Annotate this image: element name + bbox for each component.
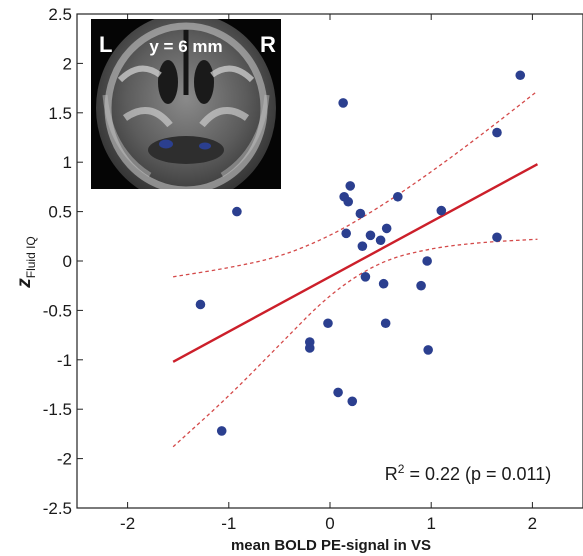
data-point — [436, 205, 447, 216]
data-point — [333, 387, 343, 398]
data-point — [232, 206, 242, 217]
y-axis-label: zFluid IQ — [14, 236, 38, 289]
vs-blob-right — [199, 142, 211, 150]
data-point — [515, 70, 526, 81]
r-squared-annotation: R2 = 0.22 (p = 0.011) — [385, 462, 551, 484]
data-point — [492, 127, 502, 138]
data-point — [380, 318, 391, 329]
data-point — [422, 256, 432, 266]
x-tick-label: 1 — [426, 514, 435, 533]
regression-line — [172, 163, 539, 363]
data-point — [360, 272, 371, 282]
data-point — [416, 280, 426, 291]
vs-blob-left — [159, 139, 173, 149]
x-tick-label: 0 — [325, 514, 334, 533]
y-axis-symbol: z — [14, 278, 35, 289]
data-point — [323, 318, 333, 329]
y-tick-label: -1.5 — [43, 400, 72, 419]
y-tick-label: -0.5 — [43, 301, 72, 320]
x-tick-label: -2 — [120, 514, 135, 533]
inset-label-center: y = 6 mm — [149, 37, 222, 56]
r-symbol: R — [385, 464, 398, 484]
tick-labels: -2 -1 0 1 2 2.5 2 1.5 1 0.5 0 -0.5 -1 -1.5 -2 -2.5 — [43, 5, 537, 533]
data-point — [378, 278, 389, 289]
brain-inset: L y = 6 mm R — [91, 19, 281, 189]
data-point — [355, 208, 366, 219]
data-points — [195, 70, 526, 436]
data-point — [492, 232, 502, 243]
data-point — [345, 181, 356, 191]
data-point — [381, 223, 392, 234]
data-point — [195, 299, 206, 310]
data-point — [375, 235, 386, 246]
data-point — [365, 230, 376, 241]
x-axis-label: mean BOLD PE-signal in VS — [231, 537, 431, 554]
y-tick-label: -2 — [57, 450, 72, 469]
data-point — [216, 426, 227, 436]
r-squared-value: = 0.22 (p = 0.011) — [404, 464, 551, 484]
data-point — [343, 196, 354, 207]
data-point — [393, 191, 403, 202]
axis-ticks — [77, 13, 533, 509]
r-superscript: 2 — [398, 462, 405, 476]
inset-label-left: L — [99, 32, 112, 57]
ci-upper-line — [173, 90, 538, 278]
x-tick-label: 2 — [528, 514, 537, 533]
y-tick-label: 0.5 — [48, 203, 72, 222]
x-tick-label: -1 — [221, 514, 236, 533]
inset-label-right: R — [260, 32, 276, 57]
y-tick-label: 2.5 — [48, 5, 72, 24]
data-point — [341, 228, 351, 239]
data-point — [423, 345, 433, 355]
data-point — [338, 98, 348, 108]
ci-lower-line — [172, 238, 538, 448]
y-axis-subscript: Fluid IQ — [24, 236, 38, 278]
y-tick-label: 1.5 — [48, 104, 72, 123]
data-point — [347, 396, 358, 407]
y-tick-label: -1 — [57, 351, 72, 370]
y-tick-label: -2.5 — [43, 499, 72, 518]
data-point — [304, 343, 315, 353]
y-tick-label: 1 — [63, 153, 72, 172]
y-tick-label: 2 — [63, 54, 72, 73]
data-point — [357, 241, 368, 251]
y-tick-label: 0 — [63, 252, 72, 271]
